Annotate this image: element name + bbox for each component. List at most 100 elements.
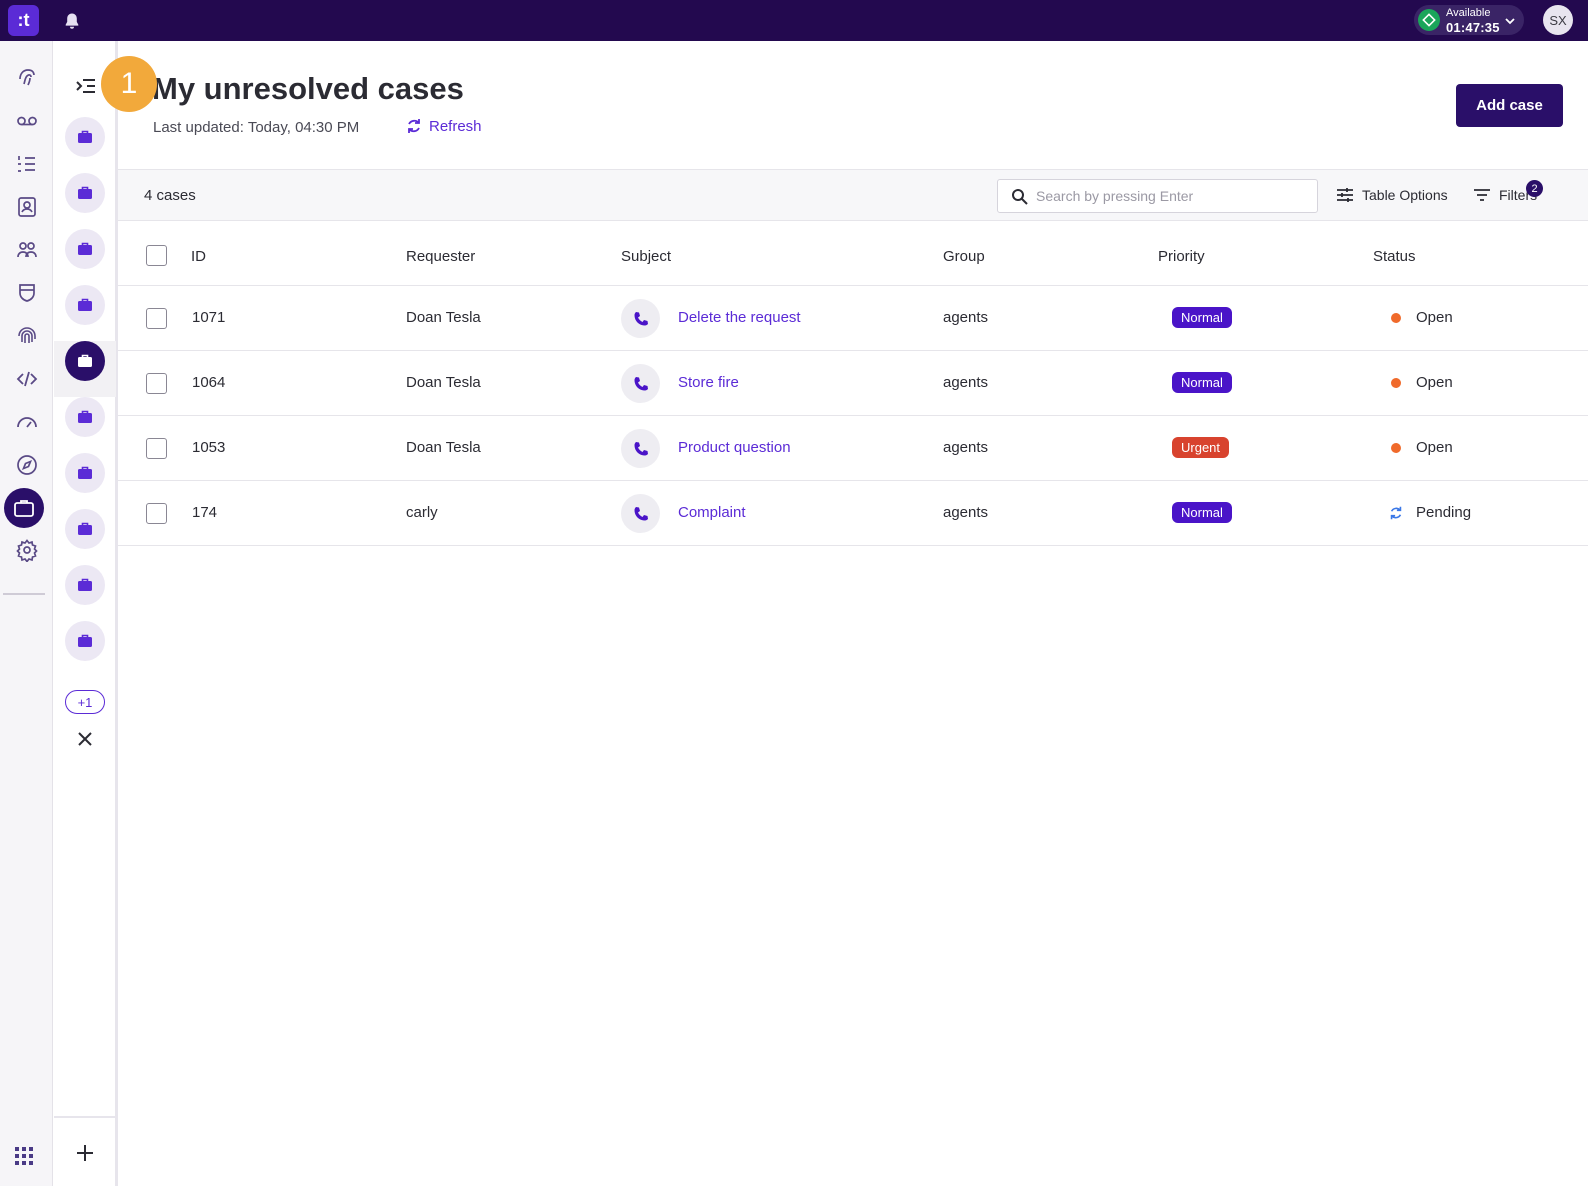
table-row[interactable]: 1053 Doan Tesla Product question agents … [118,416,1588,481]
plus-icon[interactable] [74,1142,96,1164]
subject-link[interactable]: Store fire [678,374,739,391]
group: agents [943,374,989,391]
table-row[interactable]: 1064 Doan Tesla Store fire agents Normal… [118,351,1588,416]
case-tab[interactable] [65,117,105,157]
available-status-icon [1418,9,1440,31]
refresh-button[interactable]: Refresh [405,117,482,135]
priority-badge: Urgent [1172,437,1230,458]
case-tab-active[interactable] [65,341,105,381]
subject-link[interactable]: Product question [678,439,791,456]
phone-icon [621,364,660,403]
table-row[interactable]: 1071 Doan Tesla Delete the request agent… [118,286,1588,351]
briefcase-icon[interactable] [4,488,44,528]
step-badge: 1 [101,56,157,112]
apps-grid-icon[interactable] [14,1146,34,1166]
status: Open [1388,309,1453,326]
cases-table: ID Requester Subject Group Priority Stat… [118,221,1588,546]
case-tab[interactable] [65,173,105,213]
status-label: Open [1416,374,1453,391]
shield-icon[interactable] [10,276,44,310]
requester: Doan Tesla [406,309,481,326]
status-open-icon [1388,375,1404,391]
panel-footer [54,1116,116,1186]
agent-status-dropdown[interactable]: Available 01:47:35 [1414,5,1524,35]
voicemail-icon[interactable] [10,104,44,138]
refresh-label: Refresh [429,117,482,135]
row-checkbox[interactable] [146,438,167,459]
table-row[interactable]: 174 carly Complaint agents Normal Pendin… [118,481,1588,546]
app-logo[interactable]: :t [8,5,39,36]
compass-icon[interactable] [10,448,44,482]
phone-icon [621,494,660,533]
column-header-status[interactable]: Status [1373,248,1416,265]
case-tab[interactable] [65,621,105,661]
phone-icon [621,299,660,338]
column-header-requester[interactable]: Requester [406,248,476,265]
chevron-down-icon [1504,14,1516,26]
agent-status-label: Available [1446,7,1491,19]
status-label: Open [1416,309,1453,326]
column-header-group[interactable]: Group [943,248,985,265]
requester: carly [406,504,438,521]
case-tab[interactable] [65,453,105,493]
last-updated: Last updated: Today, 04:30 PM [153,119,359,136]
column-header-subject[interactable]: Subject [621,248,672,265]
case-id: 1053 [192,439,226,456]
case-id: 1071 [192,309,226,326]
sliders-icon [1337,188,1353,202]
priority-badge: Normal [1172,372,1232,393]
page-title: My unresolved cases [152,71,464,106]
group: agents [943,309,989,326]
agents-icon[interactable] [10,233,44,267]
priority-badge: Normal [1172,307,1232,328]
table-toolbar: 4 cases Table Options Filters 2 [118,169,1588,221]
status: Open [1388,439,1453,456]
list-icon[interactable] [10,147,44,181]
status-pending-icon [1388,505,1404,521]
search-box[interactable] [997,179,1318,213]
phone-icon [621,429,660,468]
main-content: My unresolved cases Last updated: Today,… [118,41,1588,1186]
status: Open [1388,374,1453,391]
requester: Doan Tesla [406,374,481,391]
case-tab[interactable] [65,285,105,325]
more-tabs-button[interactable]: +1 [65,690,105,714]
search-icon [1011,188,1028,205]
bell-icon[interactable] [62,11,82,31]
close-icon[interactable] [75,729,95,749]
case-tab[interactable] [65,397,105,437]
subject-link[interactable]: Delete the request [678,309,801,326]
status-open-icon [1388,440,1404,456]
code-icon[interactable] [10,362,44,396]
table-options-button[interactable]: Table Options [1336,186,1448,204]
avatar[interactable]: SX [1543,5,1573,35]
status-label: Pending [1416,504,1472,521]
refresh-icon [408,119,420,133]
add-case-button[interactable]: Add case [1456,84,1563,127]
rail-divider [3,593,45,595]
row-checkbox[interactable] [146,503,167,524]
top-bar: :t Available 01:47:35 SX [0,0,1588,41]
case-tab[interactable] [65,509,105,549]
case-tabs-panel: +1 [54,41,118,1186]
left-rail [0,41,53,1186]
group: agents [943,439,989,456]
case-tab[interactable] [65,229,105,269]
status: Pending [1388,504,1471,521]
column-header-id[interactable]: ID [191,248,206,265]
fingerprint-icon[interactable] [10,319,44,353]
gear-icon[interactable] [10,533,44,567]
column-header-priority[interactable]: Priority [1158,248,1205,265]
row-checkbox[interactable] [146,373,167,394]
last-updated-value: Today, 04:30 PM [247,119,360,136]
subject-link[interactable]: Complaint [678,504,746,521]
select-all-checkbox[interactable] [146,245,167,266]
contact-book-icon[interactable] [10,190,44,224]
collapse-menu-icon[interactable] [74,74,98,98]
row-checkbox[interactable] [146,308,167,329]
case-tab[interactable] [65,565,105,605]
last-updated-label: Last updated: [153,119,244,136]
contacts-fingerprint-icon[interactable] [10,60,44,94]
speedometer-icon[interactable] [10,405,44,439]
search-input[interactable] [1036,186,1306,206]
